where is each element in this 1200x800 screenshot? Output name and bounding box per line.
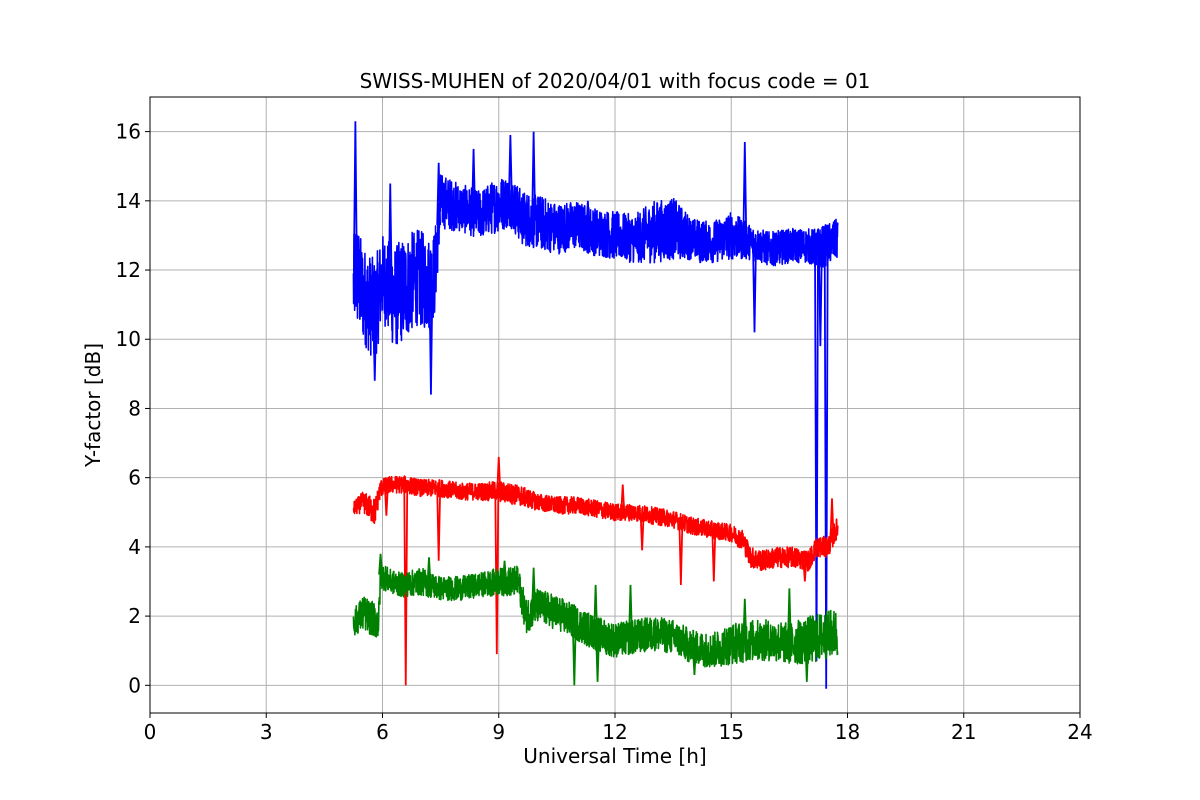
y-tick-label: 4	[128, 535, 141, 559]
series-2-spike	[628, 584, 633, 638]
series-0-spike	[814, 249, 819, 662]
series-0-spike	[585, 200, 591, 230]
x-tick-label: 0	[144, 720, 157, 744]
series-1-spike	[496, 456, 502, 492]
series-2-spike	[804, 640, 810, 682]
series-2-spike	[742, 598, 748, 642]
x-tick-label: 6	[376, 720, 389, 744]
series-2-spike	[593, 584, 599, 634]
series-1-spike	[678, 521, 684, 585]
series-0-spike	[823, 244, 829, 689]
series-1-spike	[639, 513, 645, 551]
series-0-spike	[352, 121, 358, 271]
y-tick-label: 0	[128, 673, 141, 697]
x-tick-label: 24	[1067, 720, 1092, 744]
series-0-spike	[697, 240, 703, 264]
x-tick-label: 15	[719, 720, 744, 744]
y-tick-label: 10	[116, 327, 141, 351]
x-tick-label: 12	[602, 720, 627, 744]
y-tick-label: 6	[128, 466, 141, 490]
series-1-spike	[711, 529, 717, 582]
series-2-spike	[531, 567, 537, 610]
x-tick-label: 18	[835, 720, 860, 744]
y-tick-label: 14	[116, 189, 141, 213]
series-2-spike	[786, 588, 792, 644]
series-0-spike	[471, 148, 476, 213]
series-1-line	[352, 475, 839, 572]
y-tick-label: 12	[116, 258, 141, 282]
series-0-spike	[372, 311, 378, 381]
series-0-spike	[752, 243, 757, 333]
y-tick-label: 8	[128, 396, 141, 420]
series-0-line	[352, 174, 839, 356]
x-axis-label: Universal Time [h]	[523, 744, 706, 768]
series-2-spike	[595, 634, 600, 682]
series-2-spike	[378, 553, 383, 575]
series-layer	[352, 121, 839, 689]
x-tick-label: 21	[951, 720, 976, 744]
series-2	[352, 553, 839, 686]
series-0-spike	[436, 162, 442, 226]
series-1-spike	[802, 559, 808, 582]
series-2-spike	[692, 647, 697, 675]
series-0-spike	[531, 131, 537, 221]
y-axis-label: Y-factor [dB]	[81, 343, 105, 468]
series-1-spike	[383, 485, 389, 516]
series-2-spike	[426, 557, 432, 585]
series-0-spike	[387, 183, 393, 291]
series-0-spike	[507, 135, 513, 201]
series-0-spike	[817, 247, 823, 347]
series-0	[352, 121, 839, 689]
x-tick-label: 9	[492, 720, 505, 744]
series-2-spike	[502, 560, 507, 582]
grid	[149, 97, 1081, 713]
series-1-spike	[620, 484, 626, 513]
series-0-spike	[428, 280, 434, 395]
series-0-spike	[742, 141, 748, 241]
series-2-line	[352, 564, 839, 668]
chart-title: SWISS-MUHEN of 2020/04/01 with focus cod…	[360, 69, 871, 93]
x-tick-label: 3	[260, 720, 273, 744]
series-1-spike	[436, 488, 442, 561]
series-1-spike	[829, 498, 835, 539]
series-2-spike	[571, 621, 577, 686]
y-tick-label: 16	[116, 120, 141, 144]
y-tick-label: 2	[128, 604, 141, 628]
